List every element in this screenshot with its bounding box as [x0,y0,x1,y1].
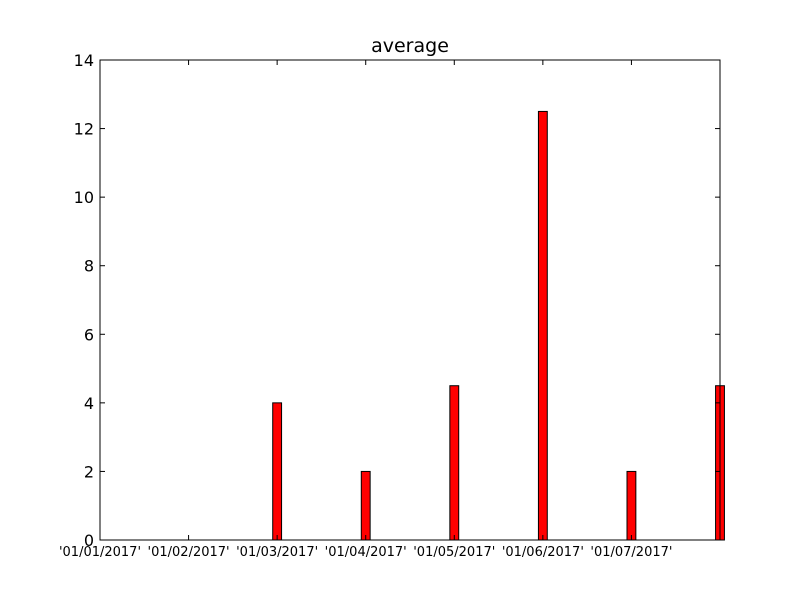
y-tick-label-1: 2 [84,462,94,481]
y-tick-label-7: 14 [74,51,94,70]
bar-3 [449,385,460,541]
bar-2 [360,470,371,541]
x-tick-label-2: '01/03/2017' [236,545,318,560]
x-tick-label-6: '01/07/2017' [590,545,672,560]
x-tick-label-0: '01/01/2017' [59,545,141,560]
y-tick-label-6: 12 [74,120,94,139]
x-tick-label-5: '01/06/2017' [502,545,584,560]
y-tick-label-5: 10 [74,188,94,207]
y-tick-label-3: 6 [84,325,94,344]
y-tick-label-2: 4 [84,394,94,413]
chart-title: average [371,35,449,57]
y-axis: 0 2 4 6 8 10 12 14 [74,51,720,550]
x-axis: '01/01/2017' '01/02/2017' '01/03/2017' '01/… [59,60,672,560]
bar-1 [272,402,283,541]
x-tick-label-3: '01/04/2017' [325,545,407,560]
x-tick-label-4: '01/05/2017' [413,545,495,560]
bar-5 [626,470,637,541]
bars-group [272,110,725,541]
bar-4 [537,110,548,541]
y-tick-label-4: 8 [84,257,94,276]
y-tick-label-0: 0 [84,531,94,550]
x-tick-label-1: '01/02/2017' [148,545,230,560]
plot-frame [99,59,721,541]
